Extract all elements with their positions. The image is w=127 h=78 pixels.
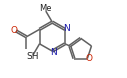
Text: N: N [50, 48, 57, 57]
Text: Me: Me [39, 4, 52, 13]
Text: O: O [11, 26, 18, 35]
Text: O: O [86, 54, 93, 63]
Text: SH: SH [26, 52, 39, 61]
Text: N: N [63, 24, 70, 33]
